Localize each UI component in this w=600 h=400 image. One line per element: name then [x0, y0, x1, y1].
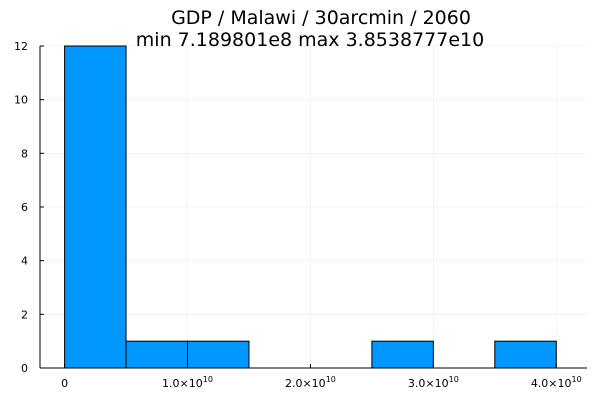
x-tick-label-2: 2.0×1010 [285, 375, 336, 390]
histogram-bar-7 [494, 340, 557, 369]
chart-subtitle: min 7.189801e8 max 3.8538777e10 [136, 29, 484, 51]
y-tick-label-3: 6 [21, 201, 28, 214]
x-tick-label-1: 1.0×1010 [162, 375, 213, 390]
y-tick-label-0: 0 [21, 362, 28, 375]
histogram-bar-5 [371, 340, 434, 369]
x-tick-labels: 0 1.0×1010 2.0×1010 3.0×1010 4.0×1010 [61, 375, 582, 390]
x-tick-label-4: 4.0×1010 [531, 375, 582, 390]
y-tick-label-4: 8 [21, 147, 28, 160]
axes [39, 45, 587, 369]
chart-title: GDP / Malawi / 30arcmin / 2060 [171, 7, 471, 29]
y-tick-label-1: 2 [21, 308, 28, 321]
x-tick-label-0: 0 [61, 377, 68, 390]
x-tick-label-3: 3.0×1010 [408, 375, 459, 390]
y-tick-label-5: 10 [14, 94, 28, 107]
histogram-bar-1 [125, 340, 189, 369]
y-tick-label-6: 12 [14, 40, 28, 53]
bars [64, 45, 557, 369]
histogram-bar-0 [64, 45, 127, 369]
y-tick-labels: 0 2 4 6 8 10 12 [14, 40, 28, 375]
histogram-bar-2 [187, 340, 250, 369]
y-tick-label-2: 4 [21, 255, 28, 268]
